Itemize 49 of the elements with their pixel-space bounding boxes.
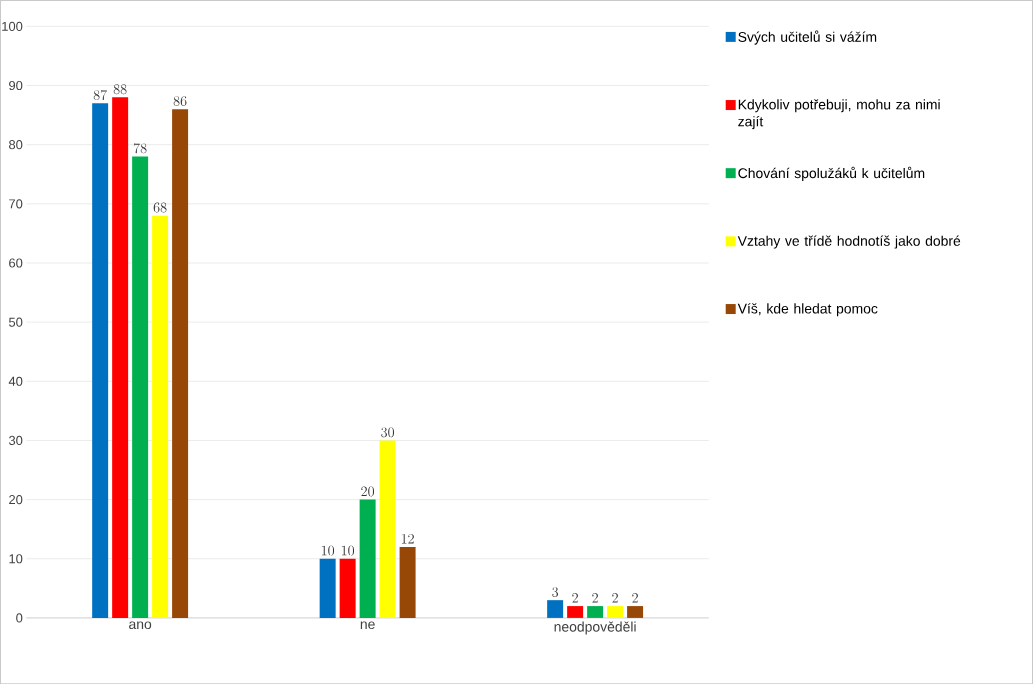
bar — [547, 600, 564, 618]
data-label: 86 — [173, 96, 187, 106]
bar — [567, 605, 584, 618]
bar — [132, 156, 149, 618]
y-tick-label: 100 — [2, 21, 23, 31]
data-label: 30 — [381, 427, 395, 438]
legend-label: Vztahy ve třídě hodnotíš jako dobré — [737, 235, 961, 249]
bar — [379, 440, 396, 618]
y-tick-label: 80 — [9, 139, 23, 150]
bar — [359, 499, 376, 618]
bar — [319, 558, 336, 618]
x-tick-label: ano — [129, 621, 152, 629]
data-label: 12 — [401, 533, 414, 544]
y-tick-label: 50 — [8, 317, 23, 327]
bar — [92, 103, 109, 618]
y-tick-label: 0 — [16, 613, 23, 623]
data-label: 10 — [341, 545, 355, 556]
data-label: 10 — [321, 545, 335, 556]
bar — [627, 605, 644, 618]
bar — [112, 97, 129, 618]
legend-label: Víš, kde hledat pomoc — [737, 303, 878, 317]
data-label: 2 — [612, 592, 618, 603]
bar — [587, 605, 604, 618]
legend-label: Svých učitelů si vážím — [738, 30, 877, 45]
y-tick-label: 60 — [9, 258, 23, 268]
bar — [152, 215, 169, 618]
y-tick-label: 20 — [9, 494, 23, 505]
data-label: 87 — [93, 89, 107, 100]
y-tick-label: 40 — [8, 376, 23, 386]
bar — [339, 558, 356, 618]
y-tick-label: 30 — [8, 435, 23, 445]
data-label: 2 — [572, 592, 578, 603]
y-tick-label: 70 — [9, 199, 23, 209]
bar — [399, 546, 416, 618]
y-tick-label: 90 — [9, 80, 23, 90]
x-tick-label: neodpověděli — [554, 621, 636, 635]
bar — [607, 605, 624, 618]
data-label: 2 — [592, 592, 598, 603]
data-label: 68 — [153, 202, 167, 213]
legend-label: Kdykoliv potřebuji, mohu za nimi zajít — [738, 99, 940, 130]
x-tick-label: ne — [360, 621, 375, 629]
data-label: 3 — [552, 587, 559, 597]
data-label: 78 — [133, 143, 147, 154]
data-label: 20 — [361, 486, 375, 497]
legend-label: Chování spolužáků k učitelům — [738, 166, 925, 181]
data-label: 88 — [113, 84, 127, 94]
y-tick-label: 10 — [9, 554, 23, 564]
data-label: 2 — [632, 592, 638, 603]
bar — [172, 109, 189, 618]
